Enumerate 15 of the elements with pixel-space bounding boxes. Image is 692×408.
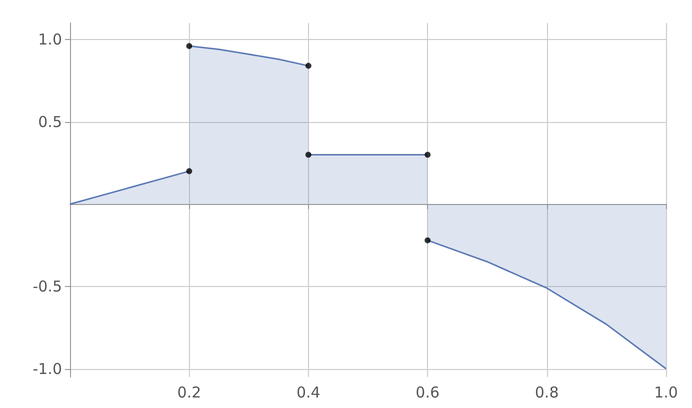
- x-tick-label: 0.4: [296, 384, 320, 402]
- point: [305, 62, 312, 69]
- y-tick-label: -0.5: [32, 277, 62, 296]
- x-tick-label: 0.2: [177, 384, 202, 402]
- point: [305, 152, 312, 158]
- y-tick-label: -1.0: [32, 360, 62, 378]
- y-tick-label: 0.5: [38, 112, 62, 131]
- point: [186, 43, 192, 50]
- point: [424, 152, 431, 158]
- x-tick-label: 1.0: [654, 384, 678, 402]
- x-tick-label: 0.6: [416, 384, 440, 402]
- y-tick-label: 1.0: [38, 30, 62, 48]
- point: [186, 168, 192, 174]
- x-tick-label: 0.8: [534, 384, 559, 402]
- point: [424, 237, 431, 244]
